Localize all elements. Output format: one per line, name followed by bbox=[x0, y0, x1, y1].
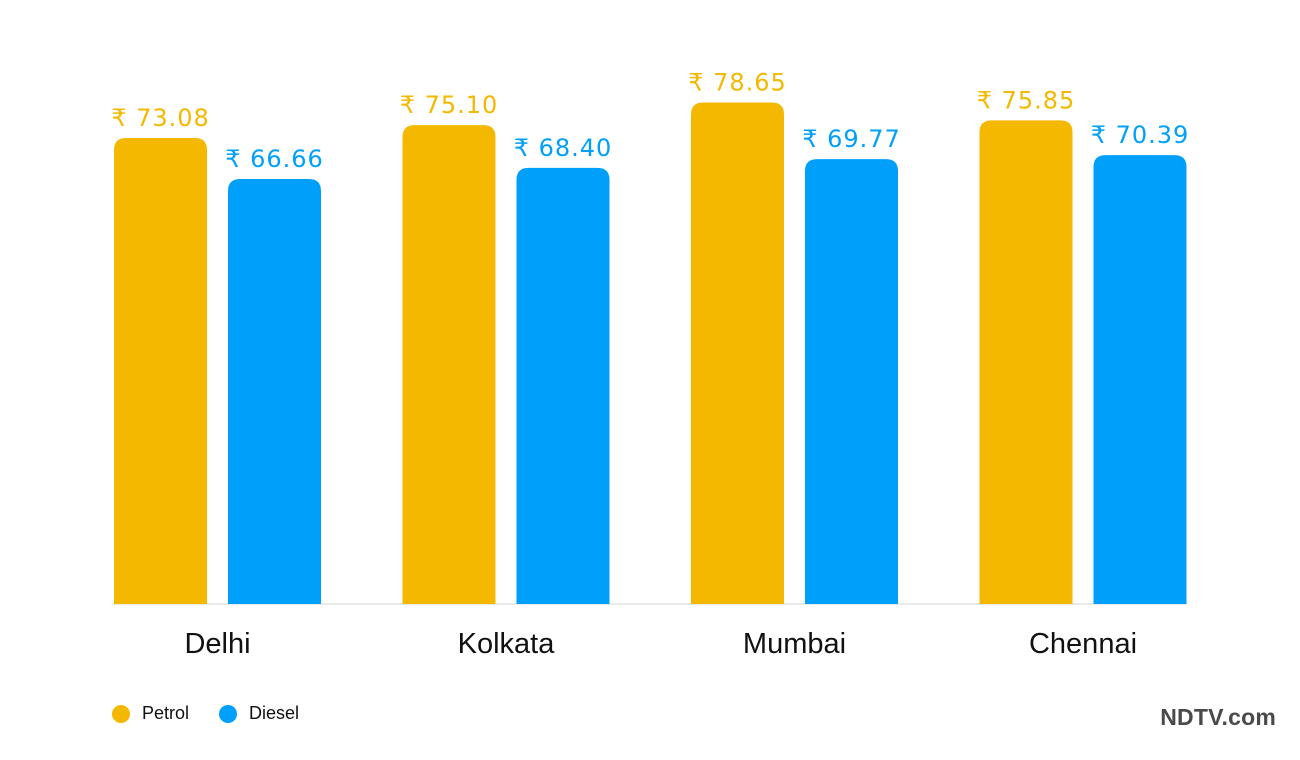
bar-diesel-kolkata bbox=[516, 167, 610, 605]
data-label-diesel-mumbai: ₹ 69.77 bbox=[802, 125, 901, 153]
bar-petrol-kolkata bbox=[402, 125, 496, 604]
bar-diesel-delhi bbox=[228, 178, 321, 604]
legend-item-petrol: Petrol bbox=[112, 703, 189, 724]
bar-petrol-chennai bbox=[979, 120, 1073, 605]
bar-chart: ₹ 73.08 ₹ 66.66 Delhi ₹ 75.10 ₹ 68.40 Kolkata… bbox=[111, 68, 1190, 660]
data-label-diesel-kolkata: ₹ 68.40 bbox=[514, 134, 613, 162]
category-label-chennai: Chennai bbox=[1029, 628, 1137, 660]
legend-item-diesel: Diesel bbox=[219, 703, 299, 724]
data-label-diesel-chennai: ₹ 70.39 bbox=[1091, 121, 1190, 149]
ndtv-logo: NDTV.com bbox=[1160, 704, 1276, 730]
category-label-mumbai: Mumbai bbox=[743, 628, 846, 660]
data-label-petrol-delhi: ₹ 73.08 bbox=[111, 104, 210, 132]
legend-label-petrol: Petrol bbox=[142, 703, 190, 723]
bar-diesel-chennai bbox=[1093, 155, 1187, 604]
bar-petrol-mumbai bbox=[691, 102, 784, 604]
data-label-petrol-chennai: ₹ 75.85 bbox=[977, 86, 1076, 114]
category-label-delhi: Delhi bbox=[184, 628, 250, 660]
legend-label-diesel: Diesel bbox=[249, 703, 300, 723]
legend-dot-petrol bbox=[112, 704, 130, 723]
data-label-diesel-delhi: ₹ 66.66 bbox=[225, 145, 324, 173]
legend-dot-diesel bbox=[219, 704, 238, 723]
legend: Petrol Diesel bbox=[112, 703, 329, 724]
bar-petrol-delhi bbox=[114, 138, 207, 604]
bar-diesel-mumbai bbox=[805, 159, 898, 605]
data-label-petrol-kolkata: ₹ 75.10 bbox=[400, 91, 499, 119]
category-label-kolkata: Kolkata bbox=[458, 628, 556, 660]
data-label-petrol-mumbai: ₹ 78.65 bbox=[688, 68, 787, 96]
